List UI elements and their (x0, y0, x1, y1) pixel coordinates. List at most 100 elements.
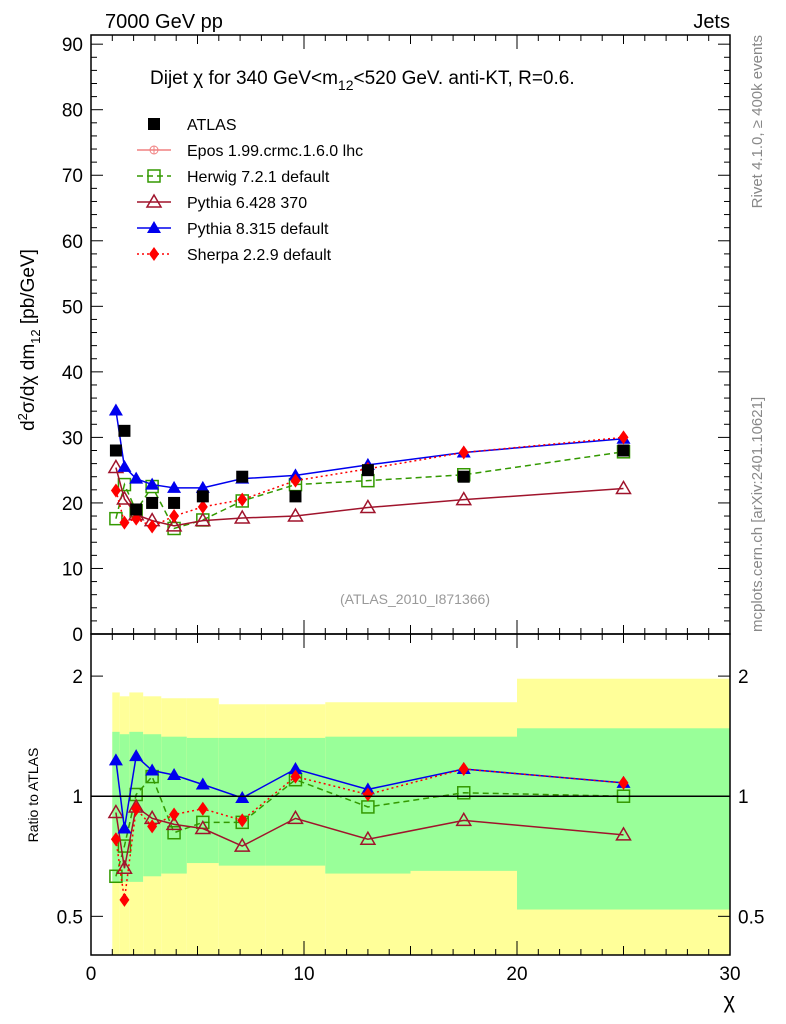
ratio-point (618, 775, 629, 790)
green-band (517, 728, 730, 910)
ratio-point (615, 826, 632, 841)
legend-label: ATLAS (187, 117, 237, 134)
y-tick-label: 60 (62, 232, 83, 253)
data-point (169, 509, 180, 524)
ratio-point (237, 813, 248, 828)
analysis-tag: (ATLAS_2010_I871366) (340, 591, 490, 607)
x-axis-label: χ (723, 988, 735, 1013)
data-point (116, 490, 133, 505)
ratio-point (288, 762, 303, 775)
ratio-point (362, 787, 373, 802)
ratio-point (197, 801, 208, 816)
ratio-point (290, 769, 301, 784)
data-point (117, 459, 132, 472)
data-point (458, 445, 469, 460)
rivet-label: Rivet 4.1.0, ≥ 400k events (749, 35, 766, 208)
legend-label: Pythia 6.428 370 (187, 195, 307, 212)
series-pythia (108, 403, 631, 493)
ratio-tick-label: 1 (72, 787, 83, 808)
y-tick-label: 30 (62, 428, 83, 449)
plot-title: Dijet χ for 340 GeV<m12<520 GeV. anti-KT… (150, 68, 575, 93)
data-point (618, 430, 629, 445)
ratio-point (287, 809, 304, 825)
ratio-point (165, 815, 183, 831)
y-tick-label: 80 (62, 101, 83, 122)
main-line (115, 467, 624, 527)
data-point (110, 483, 121, 498)
data-point (237, 492, 248, 507)
y-axis-label: d2σ/dχ dm12 [pb/GeV] (15, 249, 43, 431)
data-point (287, 507, 304, 522)
ratio-tick-label: 2 (72, 667, 83, 688)
data-point (129, 471, 144, 484)
ratio-point (147, 819, 158, 834)
data-point (615, 480, 632, 495)
ratio-point (117, 839, 132, 853)
ratio-point (194, 820, 212, 835)
legend-label: Epos 1.99.crmc.1.6.0 lhc (187, 143, 363, 160)
ratio-point (117, 821, 132, 834)
legend-label: Sherpa 2.2.9 default (187, 247, 332, 264)
ratio-point (109, 869, 123, 884)
ratio-line (115, 805, 624, 869)
header-left: 7000 GeV pp (105, 11, 223, 33)
x-tick-label: 20 (506, 964, 527, 985)
data-point (196, 490, 209, 503)
data-point (361, 464, 374, 477)
y-tick-label: 0 (72, 625, 83, 646)
ratio-point (116, 859, 133, 874)
ratio-point (129, 749, 144, 762)
data-point (147, 519, 158, 534)
data-point (233, 509, 251, 524)
data-point (145, 477, 160, 490)
green-band (410, 736, 517, 871)
data-point (289, 490, 302, 503)
legend-marker (149, 247, 159, 261)
y-tick-label: 50 (62, 297, 83, 318)
ratio-bands (112, 678, 730, 955)
data-point (617, 444, 630, 457)
ratio-series-sherpa (110, 762, 629, 907)
data-point (290, 473, 301, 488)
ratio-point (359, 830, 377, 846)
y-tick-label: 90 (62, 35, 83, 56)
series-atlas (109, 424, 630, 516)
ratio-point (167, 768, 182, 781)
ratio-tick-label: 0.5 (57, 907, 83, 928)
legend-marker-cross (150, 146, 158, 154)
data-point (119, 515, 130, 530)
mcplots-label: mcplots.cern.ch [arXiv:2401.10621] (749, 397, 766, 632)
ratio-point (169, 807, 180, 822)
data-point (165, 517, 183, 532)
data-point (236, 470, 249, 483)
ratio-tick-label-right: 2 (738, 667, 749, 688)
green-band (265, 737, 326, 866)
ratio-point (167, 825, 181, 840)
ratio-point (107, 804, 125, 819)
data-point (455, 491, 473, 506)
ratio-point (110, 832, 121, 847)
ratio-point (457, 786, 471, 800)
data-point (195, 480, 210, 493)
green-band (119, 734, 130, 882)
legend-marker (147, 221, 161, 233)
data-point (131, 511, 142, 526)
data-point (108, 403, 123, 416)
ratio-point (455, 811, 473, 827)
legend-marker (148, 118, 160, 130)
green-band (161, 736, 187, 874)
ratio-point (233, 837, 251, 852)
data-point (168, 496, 181, 509)
series-herwig (109, 445, 631, 536)
data-point (167, 480, 182, 493)
ratio-series-pythia (107, 798, 632, 874)
main-line (115, 410, 624, 489)
ratio-point (145, 763, 160, 776)
ratio-tick-label-right: 0.5 (738, 907, 764, 928)
data-point (107, 459, 125, 474)
ratio-point (458, 762, 469, 777)
series-sherpa (110, 430, 629, 534)
y-tick-label: 20 (62, 494, 83, 515)
y-tick-label: 40 (62, 363, 83, 384)
